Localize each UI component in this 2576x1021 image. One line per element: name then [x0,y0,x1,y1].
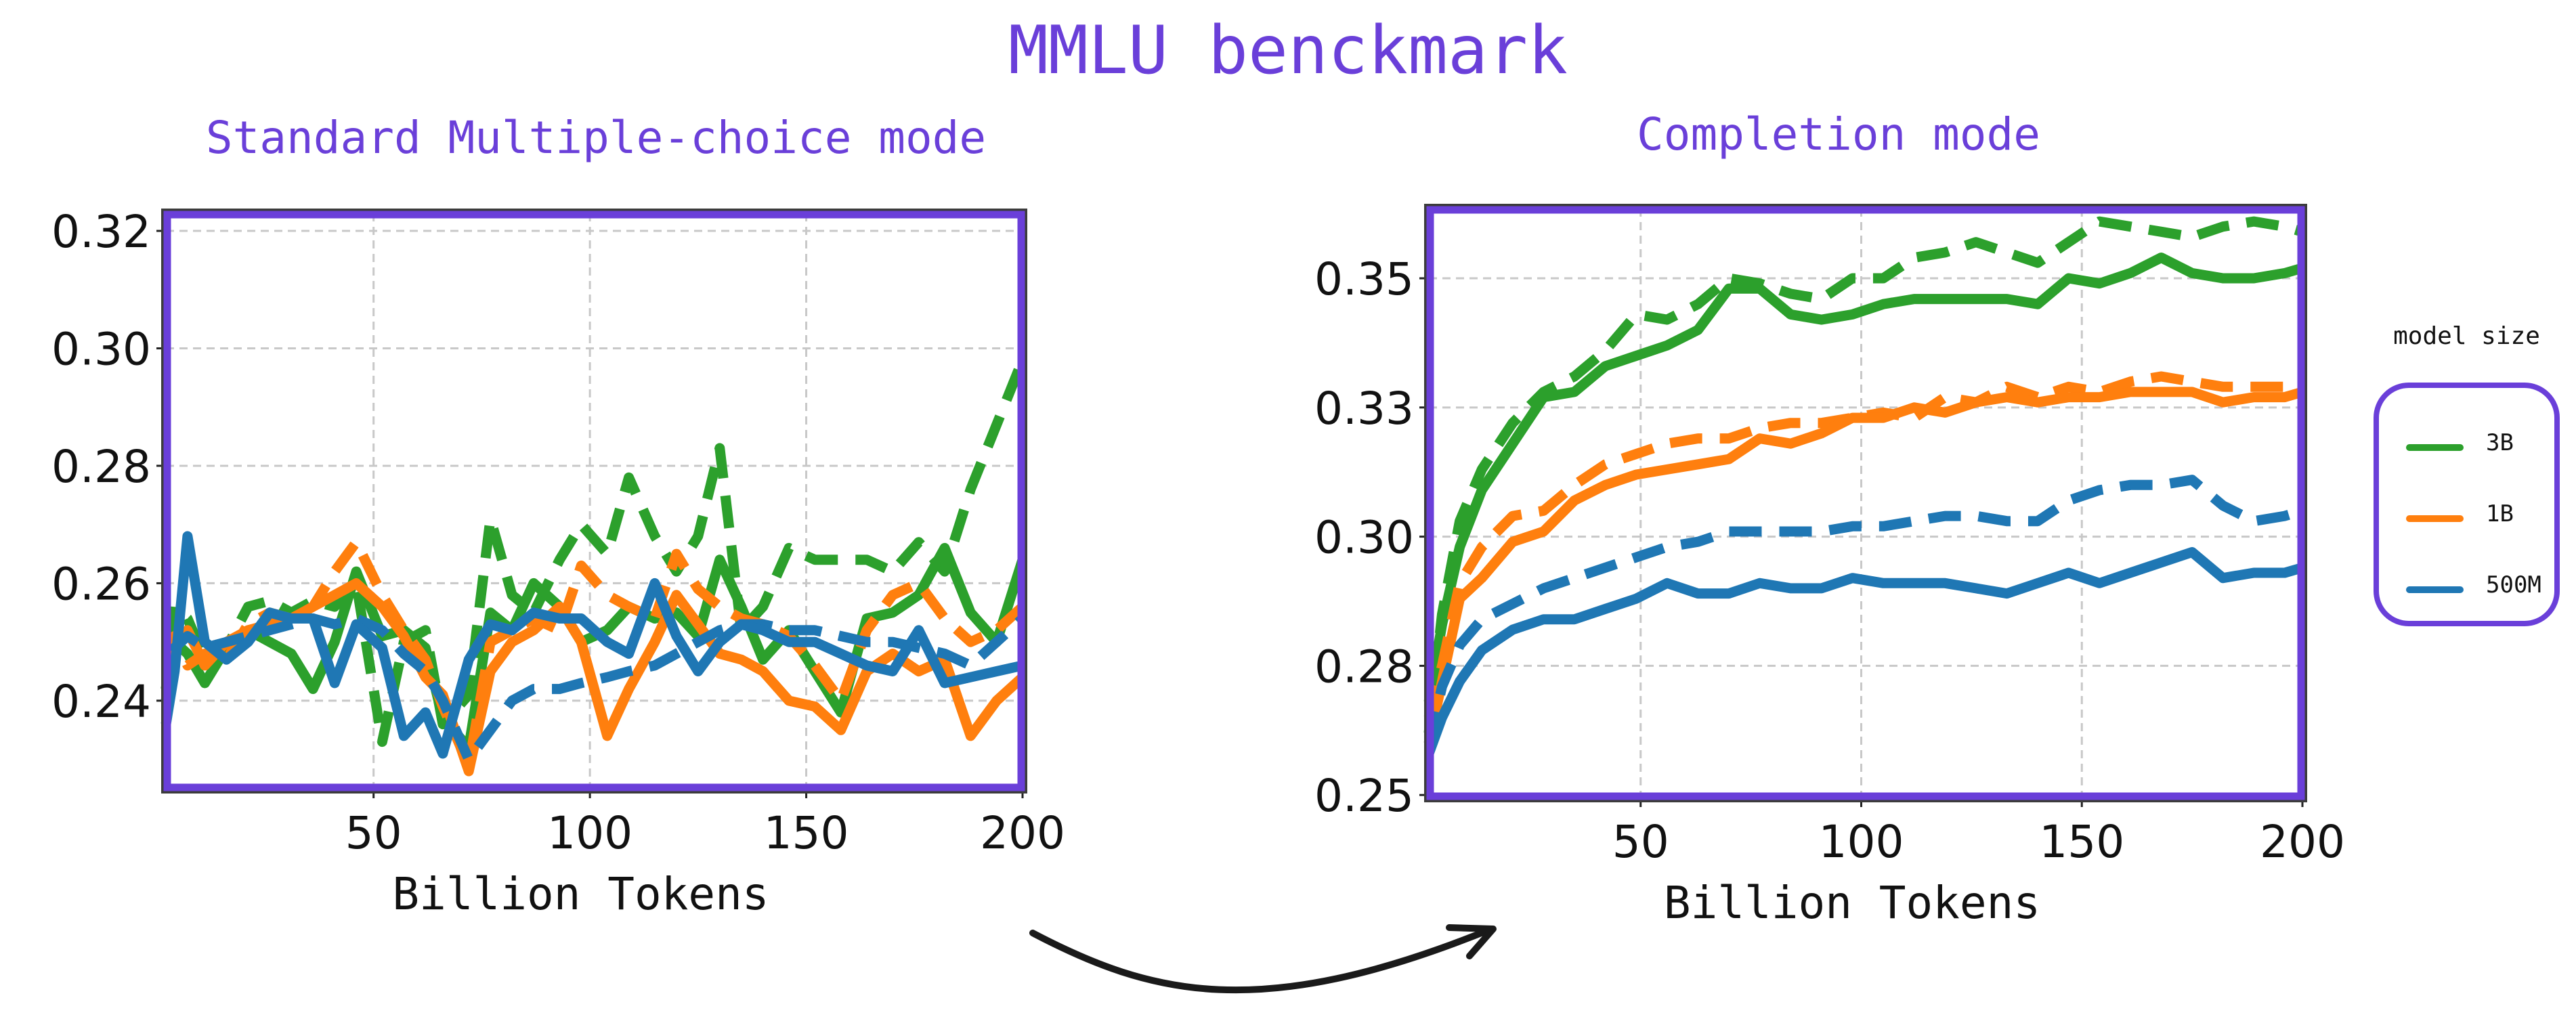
right-series-line-0 [1423,216,2304,734]
left-highlight-frame [163,211,1025,791]
right-x-axis-label: Billion Tokens [1664,877,2040,929]
left-y-tick-label: 0.26 [51,558,151,610]
legend-item-500m: 500M [2406,567,2555,608]
left-x-tick-label: 50 [345,807,402,859]
right-chart-title: Completion mode [1636,108,2041,160]
left-x-axis-label: Billion Tokens [392,868,769,920]
right-chart: 50 100 150 200 0.25 0.28 0.30 0.33 0.35 Billion T… [1314,204,2345,929]
right-series-line-3 [1423,387,2304,745]
right-series-line-4 [1423,475,2304,745]
right-y-tick-label: 0.28 [1314,640,1414,693]
right-y-tick-label: 0.30 [1314,512,1414,564]
right-x-tick-label: 150 [2039,816,2124,868]
legend-item-3b: 3B [2406,425,2555,466]
left-y-tick-label: 0.32 [51,206,151,258]
right-y-tick-label: 0.35 [1314,253,1414,305]
left-series-line-4 [160,613,1027,765]
legend-item-1b: 1B [2406,496,2555,537]
left-chart: 50 100 150 200 0.24 0.26 0.28 0.30 0.32 Billion T… [51,206,1065,920]
right-x-tick-label: 200 [2260,816,2345,868]
legend-swatch-500m [2406,586,2464,593]
right-x-tick-label: 100 [1818,816,1904,868]
transition-arrow [1029,928,1490,994]
left-x-tick-label: 150 [764,807,849,859]
left-chart-title: Standard Multiple-choice mode [205,112,987,164]
right-x-tick-label: 50 [1612,816,1669,868]
legend: 3B 1B 500M [2374,383,2560,626]
legend-label-500m: 500M [2486,571,2541,599]
legend-swatch-3b [2406,444,2464,451]
legend-label-1b: 1B [2486,500,2514,527]
left-series-line-5 [160,531,1024,759]
left-series-line-0 [160,358,1027,747]
right-series-line-2 [1423,371,2304,719]
right-highlight-frame [1426,206,2305,800]
left-series-line-3 [160,578,1027,777]
left-y-tick-label: 0.30 [51,323,151,375]
right-series-line-5 [1423,547,2304,756]
legend-label-3b: 3B [2486,429,2514,456]
page-title: MMLU benckmark [1008,12,1568,89]
left-y-tick-label: 0.24 [51,676,151,728]
legend-title: model size [2393,322,2540,350]
right-series-line-1 [1423,253,2304,703]
left-x-tick-label: 100 [547,807,632,859]
legend-swatch-1b [2406,515,2464,522]
right-y-tick-label: 0.25 [1314,770,1414,822]
left-y-tick-label: 0.28 [51,441,151,493]
transition-arrow-head [1446,924,1497,959]
right-y-tick-label: 0.33 [1314,383,1414,435]
left-x-tick-label: 200 [980,807,1065,859]
